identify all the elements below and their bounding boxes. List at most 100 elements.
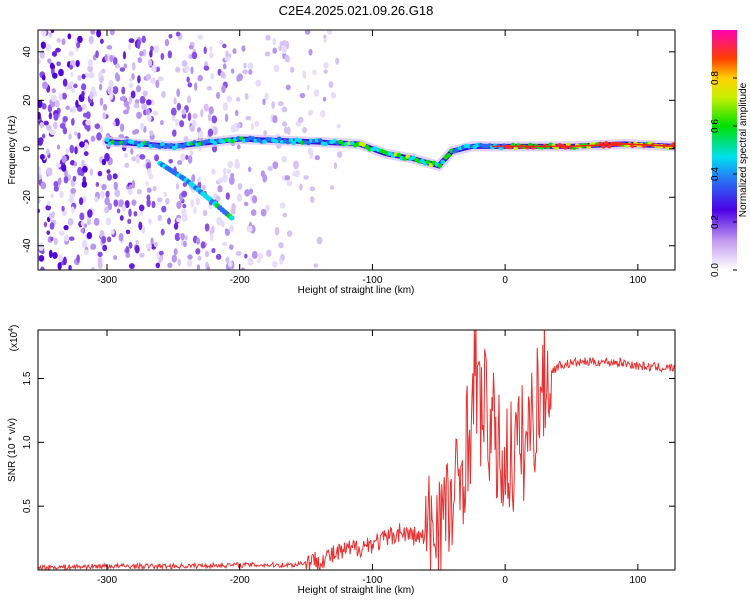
spectrogram-noise-cell xyxy=(131,199,137,206)
spectrogram-noise-cell xyxy=(215,195,221,202)
spectrogram-noise-cell xyxy=(328,81,334,89)
spectrogram-noise-cell xyxy=(297,116,304,124)
spectrogram-noise-cell xyxy=(77,106,83,112)
spectrogram-noise-cell xyxy=(69,64,73,70)
spectrogram-noise-cell xyxy=(136,111,142,119)
spectrogram-noise-cell xyxy=(136,40,141,50)
spectrogram-noise-cell xyxy=(70,72,74,77)
spectrogram-noise-cell xyxy=(73,161,78,167)
spectrogram-noise-cell xyxy=(109,30,115,36)
spectrogram-noise-cell xyxy=(109,54,114,63)
spectrogram-noise-cell xyxy=(140,122,145,131)
colorbar-tick-label: 0.2 xyxy=(710,215,721,229)
spectrogram-noise-cell xyxy=(65,148,70,154)
spectrogram-noise-cell xyxy=(57,177,62,186)
spectrogram-noise-cell xyxy=(58,230,65,236)
spectrogram-noise-cell xyxy=(182,240,187,248)
spectrogram-noise-cell xyxy=(163,191,167,198)
spectrogram-noise-cell xyxy=(81,240,88,249)
secondary-ridge-cell xyxy=(228,215,235,221)
spectrogram-x-tick-label: -100 xyxy=(362,275,382,286)
spectrogram-noise-cell xyxy=(38,208,41,214)
spectrogram-noise-cell xyxy=(266,249,272,257)
spectrogram-noise-cell xyxy=(139,154,146,160)
spectrogram-noise-cell xyxy=(281,155,287,163)
spectrogram-noise-cell xyxy=(146,187,152,193)
spectrogram-noise-cell xyxy=(102,244,108,252)
spectrogram-noise-cell xyxy=(228,176,235,185)
colorbar-tick-label: 0.8 xyxy=(710,71,721,85)
spectrogram-noise-cell xyxy=(165,197,170,205)
spectrogram-noise-cell xyxy=(173,97,177,105)
spectrogram-noise-cell xyxy=(85,119,92,126)
spectrogram-noise-cell xyxy=(91,86,96,94)
spectrogram-noise-cell xyxy=(193,206,197,215)
spectrogram-noise-cell xyxy=(146,114,152,122)
spectrogram-noise-cell xyxy=(82,112,88,118)
spectrogram-noise-cell xyxy=(53,237,58,245)
spectrogram-noise-cell xyxy=(247,62,254,70)
spectrogram-noise-cell xyxy=(216,216,223,226)
spectrogram-noise-cell xyxy=(94,123,101,130)
spectrogram-y-axis-label: Frequency (Hz) xyxy=(7,116,18,185)
spectrogram-noise-cell xyxy=(225,192,230,200)
spectrogram-noise-cell xyxy=(39,154,45,160)
spectrogram-noise-cell xyxy=(242,69,249,75)
spectrogram-noise-cell xyxy=(101,158,107,166)
ridge-cell xyxy=(291,140,297,146)
spectrogram-noise-cell xyxy=(49,129,56,136)
spectrogram-noise-cell xyxy=(192,113,198,119)
spectrogram-noise-cell xyxy=(59,190,64,199)
spectrogram-noise-cell xyxy=(101,183,107,191)
ridge-cell xyxy=(440,159,446,165)
spectrogram-noise-cell xyxy=(197,177,202,183)
spectrogram-noise-cell xyxy=(50,101,56,108)
spectrogram-noise-cell xyxy=(272,37,277,46)
spectrogram-noise-cell xyxy=(41,103,47,110)
spectrogram-noise-cell xyxy=(128,241,133,249)
spectrogram-noise-cell xyxy=(309,186,316,192)
spectrogram-noise-cell xyxy=(51,88,56,94)
spectrogram-noise-cell xyxy=(110,229,115,235)
spectrogram-noise-cell xyxy=(50,30,55,34)
spectrogram-noise-cell xyxy=(81,90,85,98)
spectrogram-noise-cell xyxy=(146,168,152,176)
spectrogram-noise-cell xyxy=(173,248,178,256)
spectrogram-noise-cell xyxy=(127,218,132,225)
spectrogram-noise-cell xyxy=(175,31,181,37)
spectrogram-noise-cell xyxy=(106,45,113,50)
spectrogram-noise-cell xyxy=(90,243,97,250)
spectrogram-noise-cell xyxy=(125,246,130,255)
spectrogram-noise-cell xyxy=(62,78,68,87)
spectrogram-noise-cell xyxy=(127,188,133,196)
spectrogram-noise-cell xyxy=(307,110,312,117)
spectrogram-noise-cell xyxy=(134,98,140,105)
spectrogram-noise-cell xyxy=(133,128,140,135)
spectrogram-noise-cell xyxy=(277,101,284,107)
spectrogram-x-axis-label: Height of straight line (km) xyxy=(298,285,415,296)
spectrogram-noise-cell xyxy=(333,162,338,170)
spectrogram-noise-cell xyxy=(88,35,94,45)
spectrogram-noise-cell xyxy=(176,88,181,98)
spectrogram-noise-cell xyxy=(58,254,63,262)
spectrogram-noise-cell xyxy=(272,161,279,170)
spectrogram-noise-cell xyxy=(136,188,142,195)
spectrogram-noise-cell xyxy=(48,212,54,220)
spectrogram-x-ticks: -300 -200 -100 0 100 xyxy=(97,30,647,286)
spectrogram-noise-cell xyxy=(230,68,235,74)
spectrogram-noise-cell xyxy=(160,52,165,61)
spectrogram-noise-cell xyxy=(71,206,75,214)
spectrogram-noise-cell xyxy=(279,259,284,265)
spectrogram-noise-cell xyxy=(139,96,146,104)
spectrogram-noise-cell xyxy=(247,257,254,266)
spectrogram-noise-cell xyxy=(39,121,45,129)
spectrogram-noise-cell xyxy=(113,57,118,66)
spectrogram-noise-cell xyxy=(97,256,103,265)
spectrogram-noise-cell xyxy=(245,115,252,121)
spectrogram-noise-cell xyxy=(168,33,173,39)
spectrogram-noise-cell xyxy=(68,81,75,86)
spectrogram-noise-cell xyxy=(308,48,313,56)
spectrogram-noise-cell xyxy=(46,124,51,131)
spectrogram-noise-cell xyxy=(87,65,94,73)
spectrogram-noise-cell xyxy=(312,69,317,75)
